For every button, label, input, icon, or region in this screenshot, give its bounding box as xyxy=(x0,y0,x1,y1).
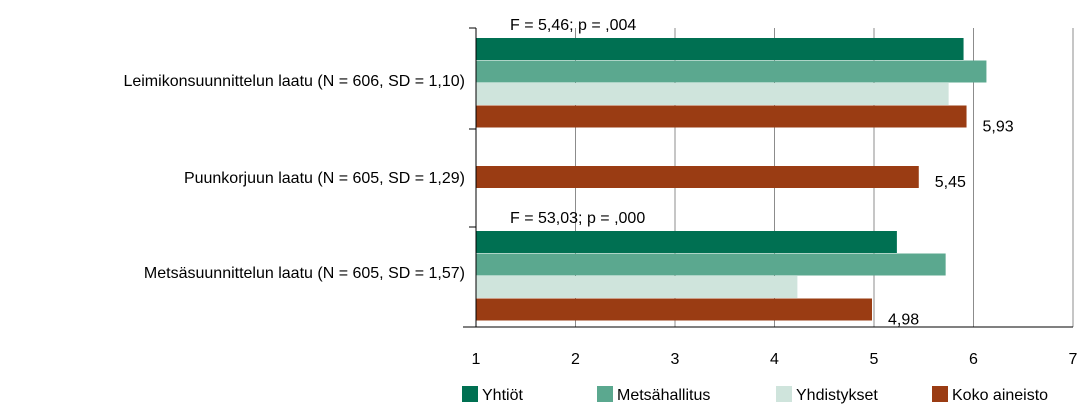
category-label: Leimikonsuunnittelun laatu (N = 606, SD … xyxy=(123,73,465,90)
x-tick-label: 7 xyxy=(1069,351,1078,368)
category-label: Metsäsuunnittelun laatu (N = 605, SD = 1… xyxy=(144,265,465,282)
legend-swatch xyxy=(462,386,478,402)
x-tick-label: 3 xyxy=(671,351,680,368)
legend-label: Yhtiöt xyxy=(482,387,523,404)
legend-swatch xyxy=(776,386,792,402)
bar xyxy=(476,38,964,60)
data-label: 5,93 xyxy=(983,119,1014,136)
bar xyxy=(476,231,897,253)
bar xyxy=(476,83,949,105)
bar xyxy=(476,60,987,83)
bar-layer xyxy=(476,38,987,321)
text-layer: Leimikonsuunnittelun laatu (N = 606, SD … xyxy=(123,17,1077,368)
legend-layer: Yhtiöt Metsähallitus Yhdistykset Koko ainei… xyxy=(462,386,1048,404)
annotation-label: F = 53,03; p = ,000 xyxy=(510,210,645,227)
x-tick-label: 2 xyxy=(571,351,580,368)
bar xyxy=(476,298,873,321)
data-label: 5,45 xyxy=(935,174,966,191)
x-tick-label: 6 xyxy=(969,351,978,368)
category-label: Puunkorjuun laatu (N = 605, SD = 1,29) xyxy=(184,170,465,187)
legend-swatch xyxy=(932,386,948,402)
annotation-label: F = 5,46; p = ,004 xyxy=(510,17,636,34)
bar xyxy=(476,166,919,188)
axis-layer xyxy=(463,27,1073,328)
x-tick-label: 1 xyxy=(472,351,481,368)
legend-label: Yhdistykset xyxy=(796,387,878,404)
legend-label: Metsähallitus xyxy=(617,387,710,404)
x-tick-label: 5 xyxy=(870,351,879,368)
bar xyxy=(476,105,967,128)
data-label: 4,98 xyxy=(888,312,919,329)
bar xyxy=(476,276,798,298)
legend-swatch xyxy=(597,386,613,402)
x-tick-label: 4 xyxy=(770,351,779,368)
bar xyxy=(476,253,946,276)
legend-label: Koko aineisto xyxy=(952,387,1048,404)
